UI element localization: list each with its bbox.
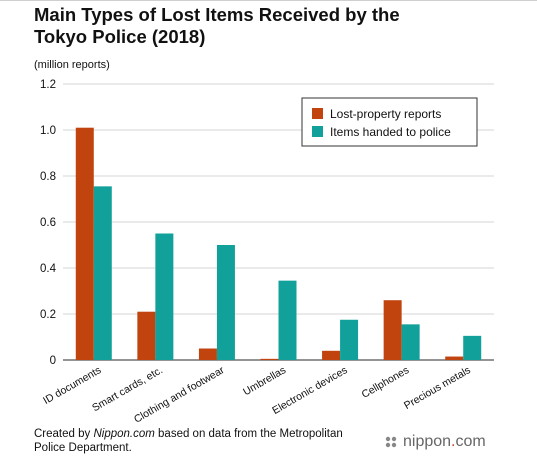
bar-lost-property xyxy=(75,127,94,360)
bar-handed-to-police xyxy=(216,245,235,360)
x-tick-label: Precious metals xyxy=(402,364,473,412)
bar-lost-property xyxy=(322,350,341,360)
brand-dot: . xyxy=(451,433,456,450)
legend-label: Lost-property reports xyxy=(330,107,441,121)
source-credit: Created by Nippon.com based on data from… xyxy=(34,427,374,455)
credit-suffix: based on data from the Metropolitan Poli… xyxy=(34,428,343,454)
bar-handed-to-police xyxy=(401,324,420,360)
x-tick-label: Cellphones xyxy=(360,364,412,401)
bars xyxy=(75,127,482,360)
x-tick-label: Umbrellas xyxy=(241,364,288,398)
y-axis-unit-label: (million reports) xyxy=(34,59,110,71)
bar-lost-property xyxy=(383,300,402,360)
y-tick-label: 0.6 xyxy=(40,217,56,229)
y-axis-ticks: 0 0.2 0.4 0.6 0.8 1.0 1.2 xyxy=(40,79,57,367)
bar-lost-property xyxy=(137,311,156,360)
chart-title: Main Types of Lost Items Received by the… xyxy=(34,4,400,47)
credit-site: Nippon.com xyxy=(93,428,155,440)
legend-swatch xyxy=(312,108,323,119)
bar-handed-to-police xyxy=(463,335,482,360)
legend-box xyxy=(301,97,478,147)
y-tick-label: 1.0 xyxy=(40,125,56,137)
brand-name: nippon xyxy=(403,433,452,450)
bar-handed-to-police xyxy=(155,233,174,360)
legend-swatch xyxy=(312,126,323,137)
bar-lost-property xyxy=(260,358,279,360)
top-rule xyxy=(0,0,537,1)
brand-tld: com xyxy=(455,433,486,450)
credit-prefix: Created by xyxy=(34,428,94,440)
bar-handed-to-police xyxy=(340,319,359,360)
y-tick-label: 1.2 xyxy=(40,79,56,91)
y-tick-label: 0 xyxy=(50,355,56,367)
y-tick-label: 0.4 xyxy=(40,263,57,275)
brand-logo: nippon.com xyxy=(384,433,486,451)
bar-lost-property xyxy=(445,356,464,360)
y-tick-label: 0.8 xyxy=(40,171,56,183)
y-tick-label: 0.2 xyxy=(40,309,56,321)
brand-dots-icon xyxy=(385,436,397,448)
legend-label: Items handed to police xyxy=(330,125,451,139)
bar-lost-property xyxy=(198,348,217,360)
bar-handed-to-police xyxy=(278,280,297,360)
legend: Lost-property reports Items handed to pol… xyxy=(301,97,478,147)
bar-handed-to-police xyxy=(93,186,112,360)
